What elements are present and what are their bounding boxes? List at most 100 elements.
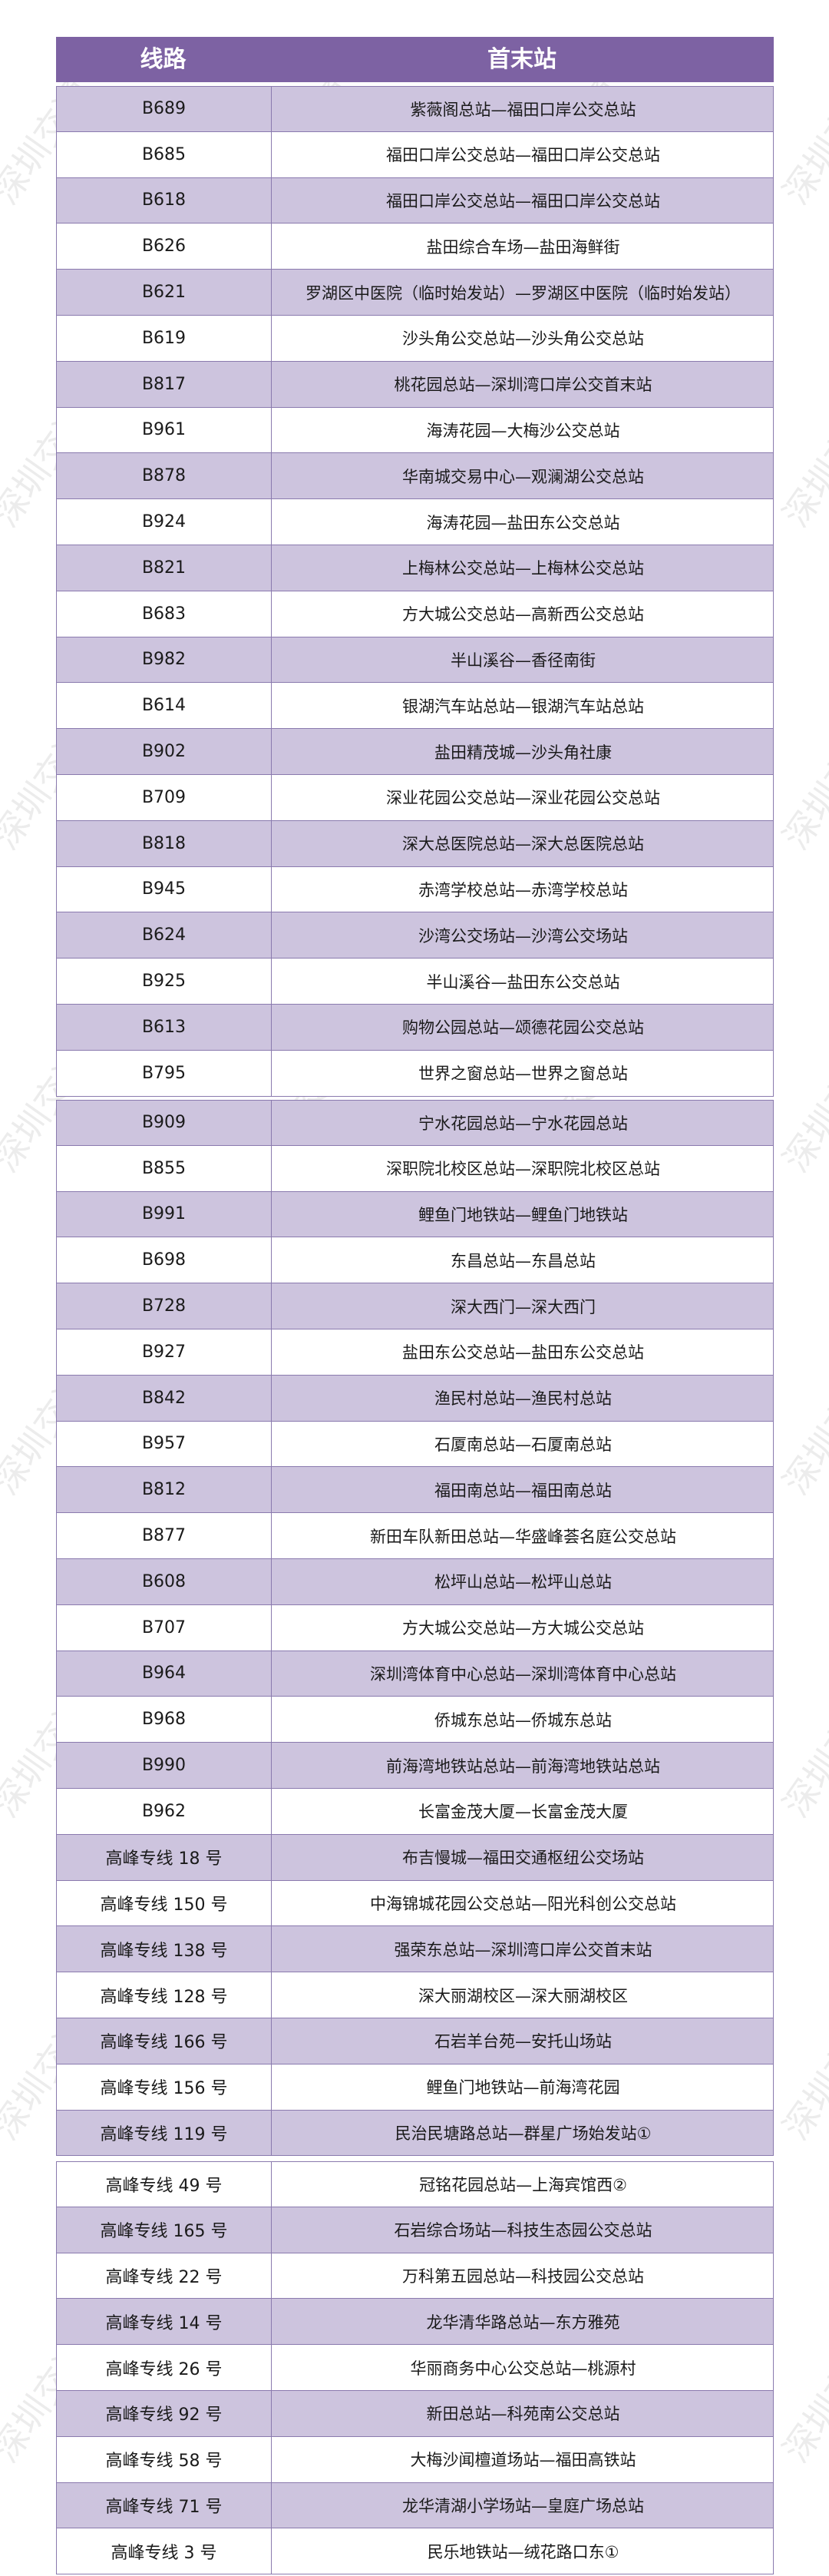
- terminals-cell: 上梅林公交总站—上梅林公交总站: [271, 545, 775, 591]
- route-cell: B821: [141, 558, 187, 578]
- terminals-cell: 海涛花园—盐田东公交总站: [271, 499, 775, 545]
- table-row: B968 侨城东总站—侨城东总站: [57, 1697, 773, 1743]
- route-cell: B613: [141, 1017, 187, 1037]
- watermark-text: 深圳交通: [775, 394, 829, 535]
- table-row: B685 福田口岸公交总站—福田口岸公交总站: [57, 131, 773, 178]
- route-cell: B698: [141, 1250, 187, 1270]
- watermark-text: 深圳交通: [775, 71, 829, 212]
- table-row: B618 福田口岸公交总站—福田口岸公交总站: [57, 177, 775, 224]
- terminals-cell: 沙湾公交场站—沙湾公交场站: [271, 912, 775, 959]
- route-cell: B618: [141, 190, 187, 210]
- terminals-cell: 鲤鱼门地铁站—前海湾花园: [271, 2064, 775, 2110]
- table-row: 高峰专线 49 号 冠铭花园总站—上海宾馆西②: [57, 2161, 773, 2207]
- route-cell: B927: [141, 1342, 187, 1362]
- route-cell: B624: [141, 925, 187, 945]
- table-row: B842 渔民村总站—渔民村总站: [57, 1375, 773, 1422]
- route-cell: B795: [141, 1063, 187, 1083]
- terminals-cell: 福田口岸公交总站—福田口岸公交总站: [271, 177, 775, 223]
- route-cell: B707: [141, 1617, 187, 1637]
- terminals-cell: 深大西门—深大西门: [271, 1283, 775, 1329]
- table-row: B795 世界之窗总站—世界之窗总站: [57, 1050, 775, 1097]
- table-row: B961 海涛花园—大梅沙公交总站: [57, 407, 775, 454]
- route-cell: 高峰专线 138 号: [100, 1941, 228, 1961]
- route-cell: B962: [141, 1801, 187, 1821]
- route-cell: B982: [141, 650, 187, 670]
- table-row: B945 赤湾学校总站—赤湾学校总站: [57, 866, 773, 913]
- table-group-1: B689 紫薇阁总站—福田口岸公交总站 B685 福田口岸公交总站—福田口岸公交总站 B…: [56, 86, 774, 1097]
- table-row: B909 宁水花园总站—宁水花园总站: [57, 1100, 773, 1146]
- terminals-cell: 石厦南总站—石厦南总站: [271, 1421, 775, 1467]
- table-row: B626 盐田综合车场—盐田海鲜街: [57, 223, 773, 270]
- terminals-cell: 中海锦城花园公交总站—阳光科创公交总站: [271, 1880, 775, 1926]
- table-row: 高峰专线 92 号 新田总站—科苑南公交总站: [57, 2390, 773, 2437]
- route-cell: B924: [141, 512, 187, 532]
- terminals-cell: 深职院北校区总站—深职院北校区总站: [271, 1145, 775, 1191]
- route-cell: B945: [141, 879, 187, 899]
- route-cell: B968: [141, 1710, 187, 1730]
- route-cell: B957: [141, 1434, 187, 1454]
- terminals-cell: 深大丽湖校区—深大丽湖校区: [271, 1972, 775, 2018]
- terminals-cell: 东昌总站—东昌总站: [271, 1237, 775, 1283]
- terminals-cell: 松坪山总站—松坪山总站: [271, 1558, 775, 1604]
- watermark-text: 深圳交通: [775, 1684, 829, 1825]
- terminals-cell: 龙华清湖小学场站—皇庭广场总站: [271, 2482, 775, 2528]
- terminals-cell: 深圳湾体育中心总站—深圳湾体育中心总站: [271, 1651, 775, 1697]
- route-cell: 高峰专线 18 号: [105, 1849, 223, 1869]
- route-cell: B902: [141, 742, 187, 762]
- route-cell: B842: [141, 1388, 187, 1408]
- table-row: 高峰专线 26 号 华丽商务中心公交总站—桃源村: [57, 2345, 773, 2391]
- terminals-cell: 银湖汽车站总站—银湖汽车站总站: [271, 683, 775, 729]
- terminals-cell: 鲤鱼门地铁站—鲤鱼门地铁站: [271, 1191, 775, 1237]
- table-row: B990 前海湾地铁站总站—前海湾地铁站总站: [57, 1743, 773, 1789]
- terminals-cell: 华南城交易中心—观澜湖公交总站: [271, 453, 775, 499]
- terminals-cell: 布吉慢城—福田交通枢纽公交场站: [271, 1834, 775, 1880]
- terminals-cell: 海涛花园—大梅沙公交总站: [271, 407, 775, 453]
- watermark-text: 深圳交通: [775, 1039, 829, 1180]
- route-cell: B812: [141, 1480, 187, 1500]
- watermark-text: 深圳交通: [775, 717, 829, 857]
- table-row: 高峰专线 14 号 龙华清华路总站—东方雅苑: [57, 2299, 775, 2346]
- terminals-cell: 长富金茂大厦—长富金茂大厦: [271, 1788, 775, 1834]
- table-row: B707 方大城公交总站—方大城公交总站: [57, 1604, 775, 1651]
- terminals-cell: 石岩综合场站—科技生态园公交总站: [271, 2207, 775, 2253]
- table-row: B619 沙头角公交总站—沙头角公交总站: [57, 315, 773, 362]
- route-cell: 高峰专线 26 号: [105, 2359, 223, 2379]
- table-row: B621 罗湖区中医院（临时始发站）—罗湖区中医院（临时始发站）: [57, 270, 773, 316]
- terminals-cell: 盐田综合车场—盐田海鲜街: [271, 223, 775, 270]
- terminals-cell: 民乐地铁站—绒花路口东①: [271, 2528, 775, 2574]
- table-row: B924 海涛花园—盐田东公交总站: [57, 499, 773, 545]
- terminals-cell: 罗湖区中医院（临时始发站）—罗湖区中医院（临时始发站）: [271, 270, 775, 315]
- route-cell: 高峰专线 128 号: [100, 1987, 228, 2007]
- table-row: B683 方大城公交总站—高新西公交总站: [57, 591, 773, 637]
- terminals-cell: 龙华清华路总站—东方雅苑: [271, 2299, 775, 2345]
- route-cell: B961: [141, 420, 187, 440]
- terminals-cell: 福田南总站—福田南总站: [271, 1467, 775, 1513]
- terminals-cell: 盐田精茂城—沙头角社康: [271, 729, 775, 774]
- route-cell: 高峰专线 58 号: [105, 2452, 223, 2472]
- route-cell: 高峰专线 156 号: [100, 2079, 228, 2099]
- terminals-cell: 冠铭花园总站—上海宾馆西②: [271, 2162, 775, 2207]
- table-row: 高峰专线 58 号 大梅沙闻檀道场站—福田高铁站: [57, 2436, 773, 2483]
- header-route: 线路: [140, 46, 187, 73]
- table-row: B818 深大总医院总站—深大总医院总站: [57, 820, 773, 867]
- table-row: B709 深业花园公交总站—深业花园公交总站: [57, 774, 773, 821]
- terminals-cell: 方大城公交总站—方大城公交总站: [271, 1604, 775, 1651]
- terminals-cell: 民治民塘路总站—群星广场始发站①: [271, 2110, 775, 2156]
- table-row: B698 东昌总站—东昌总站: [57, 1237, 775, 1284]
- table-row: B878 华南城交易中心—观澜湖公交总站: [57, 453, 775, 500]
- terminals-cell: 侨城东总站—侨城东总站: [271, 1697, 775, 1743]
- table-row: B608 松坪山总站—松坪山总站: [57, 1558, 775, 1605]
- route-cell: B991: [141, 1204, 187, 1224]
- route-cell: 高峰专线 71 号: [105, 2497, 223, 2517]
- terminals-cell: 宁水花园总站—宁水花园总站: [271, 1101, 775, 1145]
- watermark-text: 深圳交通: [775, 2329, 829, 2470]
- table-row: 高峰专线 165 号 石岩综合场站—科技生态园公交总站: [57, 2207, 773, 2253]
- table-header: 线路 首末站: [56, 37, 774, 82]
- watermark-text: 深圳交通: [775, 1362, 829, 1502]
- header-terminals: 首末站: [487, 46, 557, 73]
- table-row: 高峰专线 119 号 民治民塘路总站—群星广场始发站①: [57, 2110, 775, 2157]
- terminals-cell: 世界之窗总站—世界之窗总站: [271, 1050, 775, 1096]
- table-row: 高峰专线 138 号 强荣东总站—深圳湾口岸公交首末站: [57, 1926, 773, 1973]
- table-row: B964 深圳湾体育中心总站—深圳湾体育中心总站: [57, 1651, 773, 1697]
- route-cell: B728: [141, 1296, 187, 1316]
